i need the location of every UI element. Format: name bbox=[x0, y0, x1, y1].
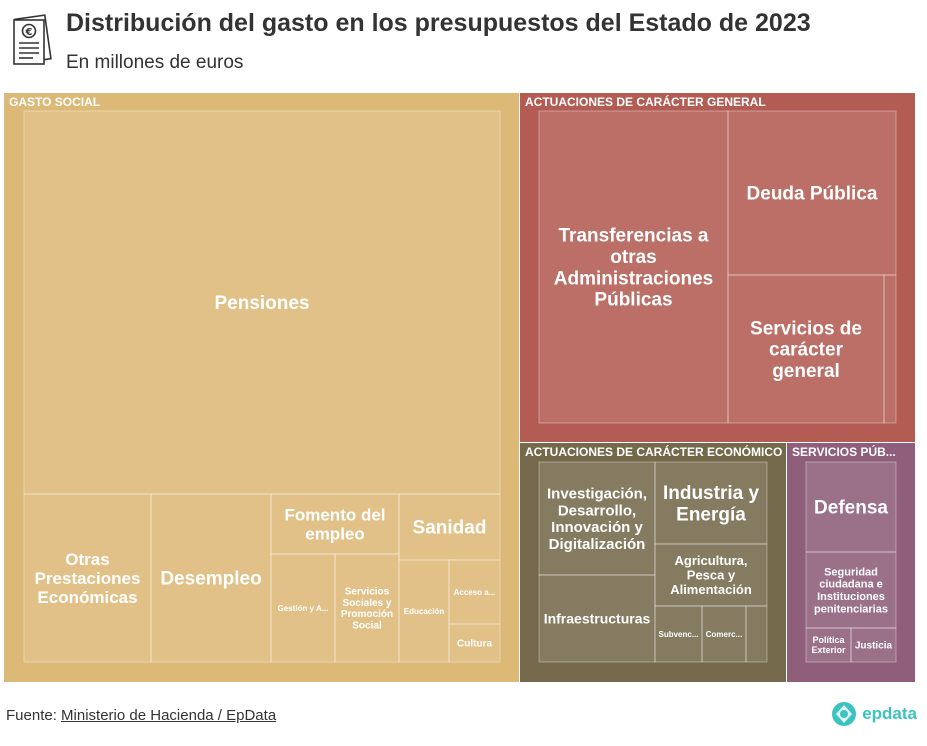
epdata-brand-name: epdata bbox=[862, 704, 917, 723]
treemap-label-servicios-sociales-y-promocion-social: Servicios Sociales y Promoción Social bbox=[341, 587, 393, 632]
treemap-cell-comerc[interactable] bbox=[701, 605, 747, 663]
treemap-cell-justicia[interactable] bbox=[850, 627, 897, 663]
treemap-label-infraestructuras: Infraestructuras bbox=[544, 610, 651, 626]
budget-document-icon: € bbox=[13, 14, 52, 65]
treemap-cell-defensa[interactable] bbox=[805, 461, 897, 553]
group-label-servicios-pub: SERVICIOS PÚB... bbox=[792, 444, 896, 459]
treemap-label-politica-exterior: Política Exterior bbox=[811, 635, 846, 655]
group-label-actuaciones-de-caracter-general: ACTUACIONES DE CARÁCTER GENERAL bbox=[525, 94, 766, 109]
source-link[interactable]: Ministerio de Hacienda / EpData bbox=[61, 707, 277, 724]
treemap-label-defensa: Defensa bbox=[814, 498, 888, 519]
treemap-cell-agricultura-pesca-y-alimentacion[interactable] bbox=[654, 543, 768, 607]
treemap-label-cultura: Cultura bbox=[457, 639, 492, 650]
treemap-cell-deuda-publica[interactable] bbox=[727, 110, 897, 276]
treemap-cell-subvenc[interactable] bbox=[654, 605, 703, 663]
group-block-servicios-pub[interactable] bbox=[787, 443, 915, 682]
treemap-label-sanidad: Sanidad bbox=[413, 518, 487, 539]
treemap-cell-pensiones[interactable] bbox=[23, 110, 501, 495]
source-prefix: Fuente: bbox=[6, 707, 57, 724]
treemap-label-seguridad-ciudadana-e-instituciones-penitenciarias: Seguridad ciudadana e Instituciones peniten… bbox=[814, 566, 888, 615]
treemap-label-desempleo: Desempleo bbox=[160, 569, 261, 590]
chart-title: Distribución del gasto en los presupuest… bbox=[66, 9, 811, 37]
treemap-cell-sanidad[interactable] bbox=[398, 493, 501, 561]
treemap-cell-infraestructuras[interactable] bbox=[538, 574, 656, 663]
treemap-label-acceso-a: Acceso a... bbox=[454, 588, 496, 597]
treemap-label-gestion-y-a: Gestión y A... bbox=[278, 604, 329, 613]
treemap-cell-gestion-y-a[interactable] bbox=[270, 553, 336, 663]
treemap-label-fomento-del-empleo: Fomento del empleo bbox=[284, 505, 385, 543]
group-block-gasto-social[interactable] bbox=[4, 93, 519, 682]
treemap-label-justicia: Justicia bbox=[855, 641, 893, 652]
treemap-cell-fomento-del-empleo[interactable] bbox=[270, 493, 400, 555]
treemap-cell-cultura[interactable] bbox=[448, 623, 501, 663]
treemap-cell-seguridad-ciudadana-e-instituciones-penitenciarias[interactable] bbox=[805, 551, 897, 629]
treemap-label-deuda-publica: Deuda Pública bbox=[747, 184, 878, 205]
treemap-cell-unlabeled[interactable] bbox=[745, 605, 768, 663]
treemap-cell-investigacion-desarrollo-innovacion-y-digitalizacion[interactable] bbox=[538, 461, 656, 576]
group-label-actuaciones-de-caracter-economico: ACTUACIONES DE CARÁCTER ECONÓMICO bbox=[525, 444, 782, 459]
treemap-cell-educacion[interactable] bbox=[398, 559, 450, 663]
treemap-cell-servicios-de-caracter-general[interactable] bbox=[727, 274, 885, 424]
group-block-actuaciones-de-caracter-general[interactable] bbox=[520, 93, 915, 442]
treemap-cell-desempleo[interactable] bbox=[150, 493, 272, 663]
treemap-label-comerc: Comerc... bbox=[706, 630, 742, 639]
group-label-gasto-social: GASTO SOCIAL bbox=[9, 95, 100, 109]
treemap-label-subvenc: Subvenc... bbox=[658, 630, 698, 639]
chart-subtitle: En millones de euros bbox=[66, 52, 244, 73]
group-block-actuaciones-de-caracter-economico[interactable] bbox=[520, 443, 786, 682]
treemap-cell-unlabeled[interactable] bbox=[883, 274, 897, 424]
treemap-cell-industria-y-energia[interactable] bbox=[654, 461, 768, 545]
treemap-cell-transferencias-a-otras-administraciones-publicas[interactable] bbox=[538, 110, 729, 424]
treemap-label-investigacion-desarrollo-innovacion-y-digitalizacion: Investigación, Desarrollo, Innovación y Dig… bbox=[547, 486, 647, 553]
treemap-label-transferencias-a-otras-administraciones-publicas: Transferencias a otras Administraciones Púb… bbox=[554, 226, 713, 311]
epdata-logo-icon bbox=[832, 702, 857, 726]
treemap-cell-otras-prestaciones-economicas[interactable] bbox=[23, 493, 152, 663]
svg-text:€: € bbox=[25, 27, 33, 38]
treemap-label-otras-prestaciones-economicas: Otras Prestaciones Económicas bbox=[35, 550, 141, 607]
treemap-cell-acceso-a[interactable] bbox=[448, 559, 501, 625]
treemap-label-servicios-de-caracter-general: Servicios de carácter general bbox=[750, 318, 862, 382]
treemap-cell-servicios-sociales-y-promocion-social[interactable] bbox=[334, 553, 400, 663]
treemap-label-industria-y-energia: Industria y Energía bbox=[663, 483, 760, 525]
epdata-brand[interactable]: epdata bbox=[831, 701, 917, 727]
treemap-label-agricultura-pesca-y-alimentacion: Agricultura, Pesca y Alimentación bbox=[670, 553, 752, 597]
source-footer: Fuente: Ministerio de Hacienda / EpData bbox=[6, 707, 276, 724]
treemap-cell-politica-exterior[interactable] bbox=[805, 627, 852, 663]
treemap-label-pensiones: Pensiones bbox=[214, 293, 309, 314]
treemap-label-educacion: Educación bbox=[404, 607, 445, 616]
